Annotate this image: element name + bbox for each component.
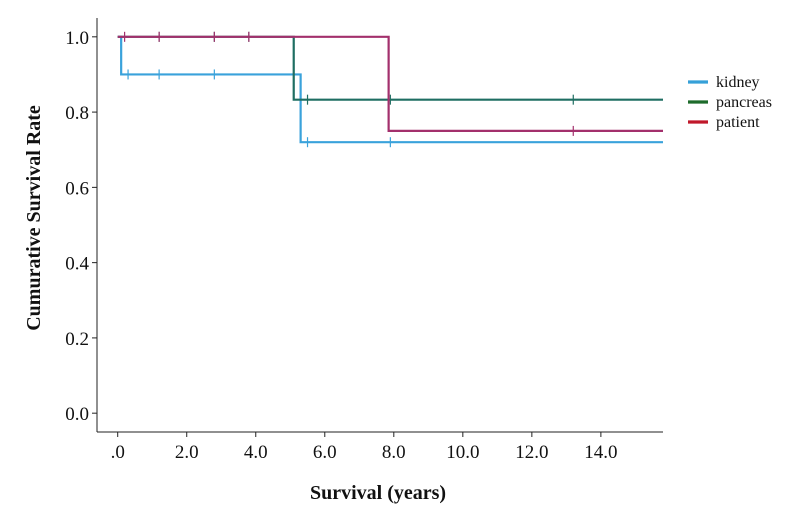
y-tick-label: 0.6: [65, 178, 89, 199]
legend-label-kidney: kidney: [716, 74, 760, 91]
series-line-kidney: [117, 35, 663, 144]
y-tick-label: 0.0: [65, 404, 89, 425]
series-line-patient: [117, 35, 663, 133]
y-tick-label: 0.2: [65, 329, 89, 350]
y-axis-title: Cumurative Survival Rate: [23, 105, 45, 331]
x-tick-label: 4.0: [244, 442, 268, 463]
x-ticks: .0 2.0 4.0 6.0 8.0 10.0 12.0 14.0: [111, 432, 618, 463]
x-axis-title: Survival (years): [310, 482, 446, 504]
x-tick-label: 10.0: [446, 442, 479, 463]
series-layer: [117, 31, 663, 148]
legend: kidney pancreas patient: [688, 74, 772, 131]
x-tick-label: 8.0: [382, 442, 406, 463]
series-patient: [117, 31, 663, 136]
legend-label-patient: patient: [716, 114, 760, 131]
axes: [96, 18, 663, 433]
x-tick-label: 12.0: [515, 442, 548, 463]
series-line-pancreas: [117, 35, 663, 101]
x-tick-label: 6.0: [313, 442, 337, 463]
x-tick-label: .0: [111, 442, 125, 463]
legend-label-pancreas: pancreas: [716, 94, 772, 111]
y-tick-label: 1.0: [65, 28, 89, 49]
y-tick-label: 0.8: [65, 103, 89, 124]
x-tick-label: 14.0: [584, 442, 617, 463]
series-pancreas: [117, 31, 663, 105]
y-ticks: 0.0 0.2 0.4 0.6 0.8 1.0: [65, 28, 97, 425]
x-tick-label: 2.0: [175, 442, 199, 463]
y-tick-label: 0.4: [65, 254, 89, 275]
